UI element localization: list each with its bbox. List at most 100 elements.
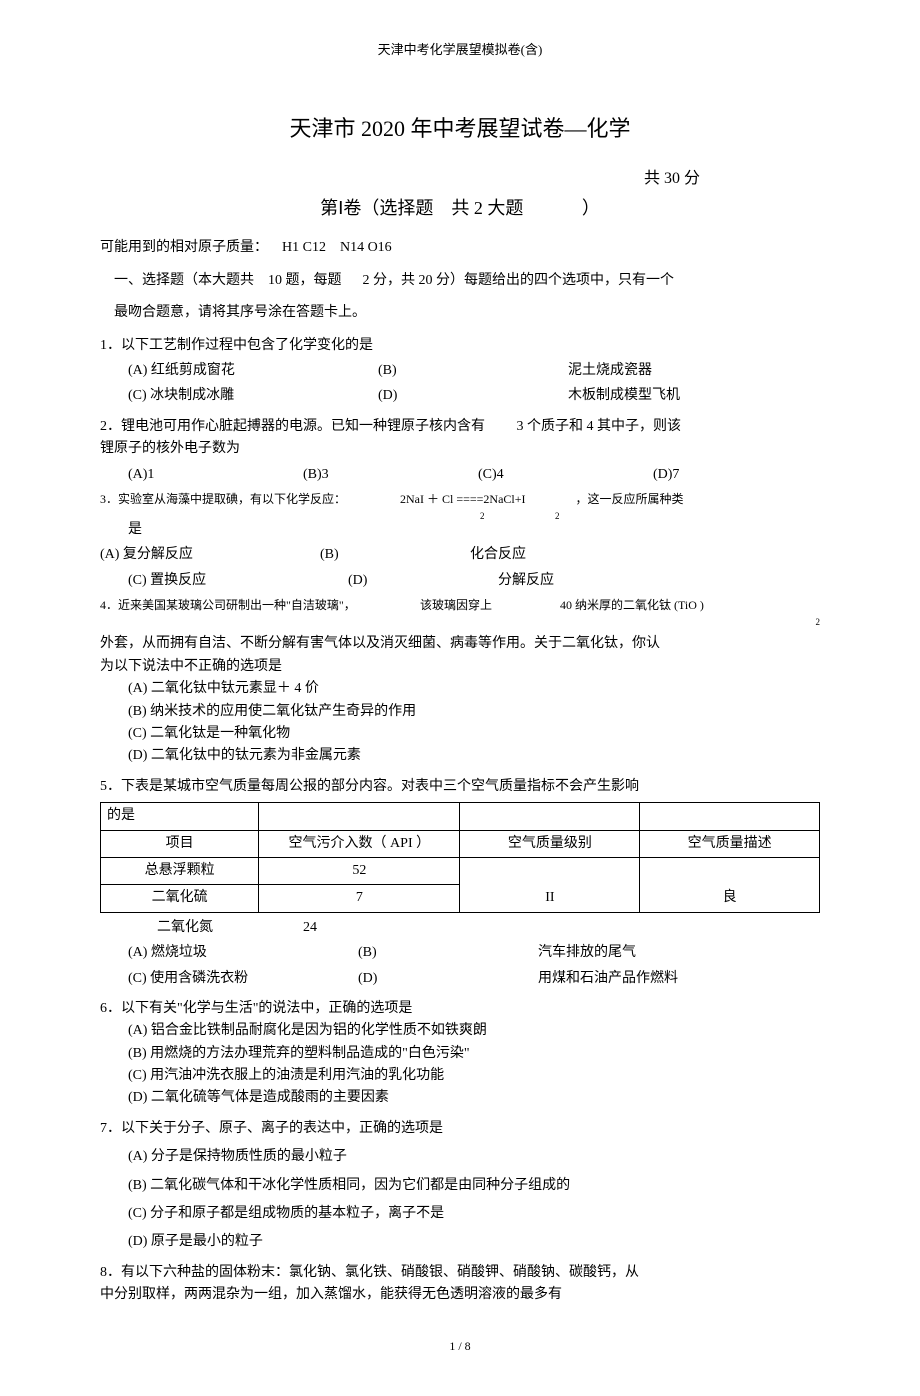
table-row: 二氧化硫 7 II 良	[101, 885, 820, 912]
q5-stem2: 的是	[101, 803, 259, 830]
instr-a: 一、选择题（本大题共	[114, 273, 254, 288]
q2-option-d: (D)7	[653, 464, 679, 486]
q3-option-d-text: 分解反应	[498, 570, 554, 592]
q4-option-c: (C) 二氧化钛是一种氧化物	[100, 723, 820, 745]
q5-option-b-label: (B)	[358, 942, 538, 964]
question-3: 3．实验室从海藻中提取碘，有以下化学反应： 2NaI ＋ Cl ====2NaC…	[100, 490, 820, 592]
q4-stem-c: 40 纳米厚的二氧化钛 (TiO )	[560, 596, 704, 615]
table-row: 总悬浮颗粒 52	[101, 857, 820, 884]
q5-option-d-label: (D)	[358, 968, 538, 990]
th-desc: 空气质量描述	[640, 830, 820, 857]
th-api: 空气污介入数（ API ）	[259, 830, 460, 857]
q3-stem-c: 是	[100, 519, 820, 541]
q3-sub2: 2	[555, 509, 560, 523]
q5-option-a: (A) 燃烧垃圾	[100, 942, 358, 964]
atomic-mass-label: 可能用到的相对原子质量：	[100, 240, 268, 255]
question-7: 7．以下关于分子、原子、离子的表达中，正确的选项是 (A) 分子是保持物质性质的…	[100, 1118, 820, 1254]
section1-a: 第Ⅰ卷（选择题	[320, 198, 433, 218]
td-good: 良	[640, 885, 820, 912]
q7-option-d: (D) 原子是最小的粒子	[100, 1231, 820, 1253]
q2-option-b: (B)3	[303, 464, 478, 486]
question-5: 5．下表是某城市空气质量每周公报的部分内容。对表中三个空气质量指标不会产生影响 …	[100, 776, 820, 990]
q5-option-b-text: 汽车排放的尾气	[538, 942, 636, 964]
score-line: 共 30 分	[100, 166, 820, 192]
q2-stem-line1: 2．锂电池可用作心脏起搏器的电源。已知一种锂原子核内含有 3 个质子和 4 其中…	[100, 416, 820, 438]
instr-c: 2 分，共 20 分）每题给出的四个选项中，只有一个	[363, 273, 675, 288]
page-header-label: 天津中考化学展望模拟卷(含)	[100, 40, 820, 61]
q2-stem-b: 3 个质子和 4 其中子，则该	[517, 419, 682, 434]
q2-stem-c: 锂原子的核外电子数为	[100, 438, 820, 460]
q8-stem-a: 8．有以下六种盐的固体粉末：氯化钠、氯化铁、硝酸银、硝酸钾、硝酸钠、碳酸钙，从	[100, 1262, 820, 1284]
question-4: 4．近来美国某玻璃公司研制出一种"自洁玻璃"， 该玻璃因穿上 40 纳米厚的二氧…	[100, 596, 820, 625]
q7-option-c: (C) 分子和原子都是组成物质的基本粒子，离子不是	[100, 1203, 820, 1225]
q5-stem: 5．下表是某城市空气质量每周公报的部分内容。对表中三个空气质量指标不会产生影响	[100, 776, 820, 798]
main-title: 天津市 2020 年中考展望试卷—化学	[100, 111, 820, 146]
question-2: 2．锂电池可用作心脏起搏器的电源。已知一种锂原子核内含有 3 个质子和 4 其中…	[100, 416, 820, 486]
q6-option-d: (D) 二氧化硫等气体是造成酸雨的主要因素	[100, 1087, 820, 1109]
section1-c: ）	[582, 198, 600, 218]
q3-stem-b: ，这一反应所属种类	[576, 490, 684, 509]
q1-option-d-label: (D)	[378, 385, 568, 407]
question-8: 8．有以下六种盐的固体粉末：氯化钠、氯化铁、硝酸银、硝酸钾、硝酸钠、碳酸钙，从 …	[100, 1262, 820, 1307]
q1-option-d-text: 木板制成模型飞机	[568, 385, 680, 407]
q5-option-d-text: 用煤和石油产品作燃料	[538, 968, 678, 990]
q8-stem-b: 中分别取样，两两混杂为一组，加入蒸馏水，能获得无色透明溶液的最多有	[100, 1284, 820, 1306]
q3-sub1: 2	[480, 509, 485, 523]
table-row: 项目 空气污介入数（ API ） 空气质量级别 空气质量描述	[101, 830, 820, 857]
td-24: 24	[270, 917, 350, 939]
td-so2: 二氧化硫	[101, 885, 259, 912]
q2-option-c: (C)4	[478, 464, 653, 486]
q2-option-a: (A)1	[128, 464, 303, 486]
q3-option-c: (C) 置换反应	[100, 570, 348, 592]
q2-stem-a: 2．锂电池可用作心脏起搏器的电源。已知一种锂原子核内含有	[100, 419, 485, 434]
q7-stem: 7．以下关于分子、原子、离子的表达中，正确的选项是	[100, 1118, 820, 1140]
th-item: 项目	[101, 830, 259, 857]
q3-option-a: (A) 复分解反应	[100, 544, 320, 566]
page-number: 1 / 8	[100, 1337, 820, 1356]
q1-option-b-label: (B)	[378, 360, 568, 382]
q1-option-a: (A) 红纸剪成窗花	[100, 360, 378, 382]
q3-option-b-label: (B)	[320, 544, 470, 566]
instr-b: 10 题，每题	[268, 273, 342, 288]
q1-option-c: (C) 冰块制成冰雕	[100, 385, 378, 407]
q5-last-row: 二氧化氮 24	[100, 917, 820, 939]
section1-title: 第Ⅰ卷（选择题 共 2 大题 ）	[100, 194, 820, 223]
q7-option-a: (A) 分子是保持物质性质的最小粒子	[100, 1146, 820, 1168]
q4-stem-b: 该玻璃因穿上	[420, 596, 560, 615]
section-instruction-2: 最吻合题意，请将其序号涂在答题卡上。	[100, 302, 820, 324]
q4-option-a: (A) 二氧化钛中钛元素显＋ 4 价	[100, 678, 820, 700]
q3-equation: 2NaI ＋ Cl ====2NaCl+I	[400, 490, 526, 509]
atomic-mass-line: 可能用到的相对原子质量： H1 C12 N14 O16	[100, 237, 820, 259]
q6-option-a: (A) 铝合金比铁制品耐腐化是因为铝的化学性质不如铁爽朗	[100, 1020, 820, 1042]
q4-option-b: (B) 纳米技术的应用使二氧化钛产生奇异的作用	[100, 701, 820, 723]
q3-option-d-label: (D)	[348, 570, 498, 592]
th-level: 空气质量级别	[460, 830, 640, 857]
td-level: II	[460, 885, 640, 912]
question-6: 6．以下有关"化学与生活"的说法中，正确的选项是 (A) 铝合金比铁制品耐腐化是…	[100, 998, 820, 1110]
q7-option-b: (B) 二氧化碳气体和干冰化学性质相同，因为它们都是由同种分子组成的	[100, 1175, 820, 1197]
q4-option-d: (D) 二氧化钛中的钛元素为非金属元素	[100, 745, 820, 767]
section1-b: 共 2 大题	[451, 198, 523, 218]
question-1: 1．以下工艺制作过程中包含了化学变化的是 (A) 红纸剪成窗花 (B) 泥土烧成…	[100, 335, 820, 408]
q3-stem-a: 3．实验室从海藻中提取碘，有以下化学反应：	[100, 490, 400, 509]
q4-stem-a: 4．近来美国某玻璃公司研制出一种"自洁玻璃"，	[100, 596, 420, 615]
q5-option-c: (C) 使用含磷洗衣粉	[100, 968, 358, 990]
section-instruction: 一、选择题（本大题共 10 题，每题 2 分，共 20 分）每题给出的四个选项中…	[100, 270, 820, 292]
q4-stem-d: 外套，从而拥有自洁、不断分解有害气体以及消灭细菌、病毒等作用。关于二氧化钛，你认	[100, 633, 820, 655]
q6-option-b: (B) 用燃烧的方法办理荒弃的塑料制品造成的"白色污染"	[100, 1043, 820, 1065]
td-52: 52	[259, 857, 460, 884]
td-particles: 总悬浮颗粒	[101, 857, 259, 884]
td-no2: 二氧化氮	[100, 917, 270, 939]
q3-option-b-text: 化合反应	[470, 544, 526, 566]
atoms-1: H1 C12	[282, 240, 326, 255]
q3-eq-text: 2NaI ＋ Cl ====2NaCl+I	[400, 492, 526, 506]
q1-option-b-text: 泥土烧成瓷器	[568, 360, 652, 382]
table-row: 的是	[101, 803, 820, 830]
atoms-2: N14 O16	[340, 240, 392, 255]
q4-stem-e: 为以下说法中不正确的选项是	[100, 656, 820, 678]
q4-sub: 2	[816, 615, 821, 629]
q6-stem: 6．以下有关"化学与生活"的说法中，正确的选项是	[100, 998, 820, 1020]
air-quality-table: 的是 项目 空气污介入数（ API ） 空气质量级别 空气质量描述 总悬浮颗粒 …	[100, 802, 820, 913]
q1-stem: 1．以下工艺制作过程中包含了化学变化的是	[100, 335, 820, 357]
td-7: 7	[259, 885, 460, 912]
